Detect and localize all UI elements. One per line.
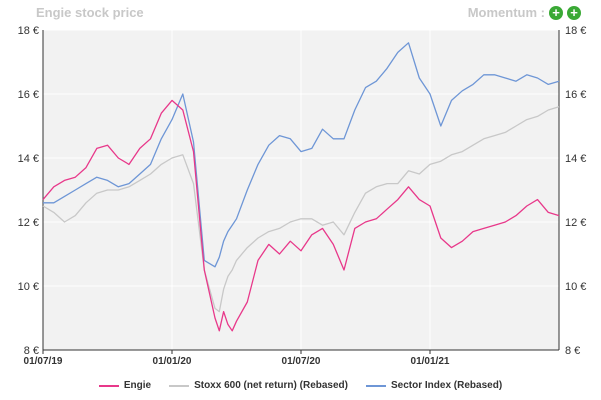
chart-title: Engie stock price xyxy=(36,5,144,20)
y-tick-label-left: 16 € xyxy=(18,89,39,101)
y-tick-label-right: 14 € xyxy=(565,153,586,165)
legend-item-engie[interactable]: Engie xyxy=(98,380,152,391)
legend-swatch xyxy=(366,384,386,387)
momentum-indicator: Momentum : + + xyxy=(468,5,581,20)
legend-swatch xyxy=(98,384,119,387)
plus-circle-icon[interactable]: + xyxy=(549,5,563,20)
x-tick-label: 01/07/20 xyxy=(282,356,321,367)
series-line-stoxx-600-net-return-rebased xyxy=(42,106,560,313)
y-tick-label-right: 10 € xyxy=(565,281,586,293)
momentum-label: Momentum : xyxy=(467,5,545,20)
x-tick-label: 01/01/20 xyxy=(153,356,192,367)
y-tick-label-left: 8 € xyxy=(24,345,39,357)
stock-price-chart: 8 € 8 € 10 € 10 € 12 € 12 € 14 € 14 € 16 € 16 € 18… xyxy=(18,25,587,367)
y-tick-label-left: 12 € xyxy=(18,217,39,229)
y-tick-label-right: 18 € xyxy=(565,25,586,37)
y-tick-label-right: 12 € xyxy=(565,217,586,229)
y-tick-label-right: 8 € xyxy=(565,345,580,357)
y-tick-label-left: 18 € xyxy=(18,25,39,37)
x-tick-label: 01/07/19 xyxy=(24,356,63,367)
y-tick-label-left: 14 € xyxy=(18,153,39,165)
y-tick-label-left: 10 € xyxy=(18,281,39,293)
y-tick-label-right: 16 € xyxy=(565,89,586,101)
legend-label: Engie xyxy=(123,380,152,391)
legend-label: Stoxx 600 (net return) (Rebased) xyxy=(194,380,348,391)
legend-swatch xyxy=(169,384,190,387)
legend-item-sector[interactable]: Sector Index (Rebased) xyxy=(366,380,502,391)
series-line-sector-index-rebased xyxy=(43,42,560,268)
plus-circle-icon[interactable]: + xyxy=(567,5,581,20)
series-line-engie xyxy=(42,99,560,332)
legend-item-stoxx[interactable]: Stoxx 600 (net return) (Rebased) xyxy=(169,380,348,391)
legend-label: Sector Index (Rebased) xyxy=(391,380,503,391)
x-tick-label: 01/01/21 xyxy=(411,356,450,367)
chart-legend: Engie Stoxx 600 (net return) (Rebased) S… xyxy=(0,380,601,391)
